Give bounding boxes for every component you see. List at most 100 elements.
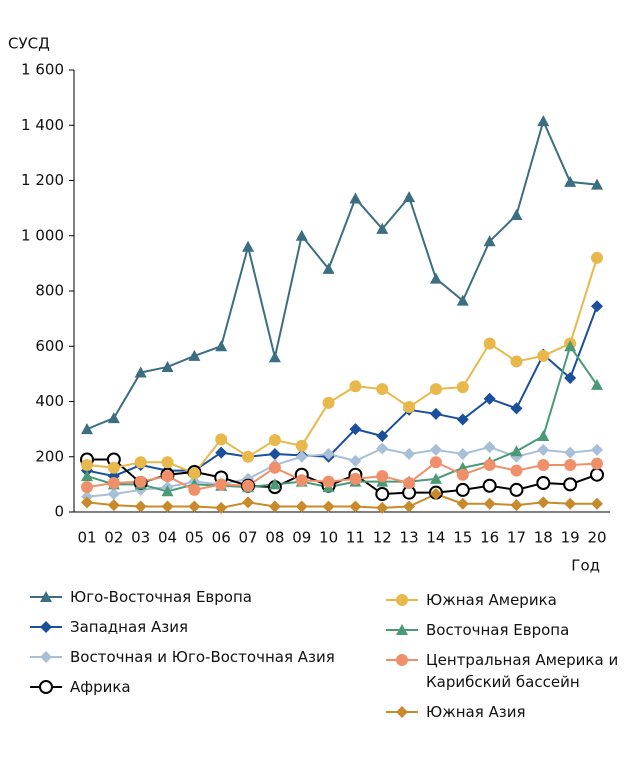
x-tick-label: 15 xyxy=(453,529,472,547)
x-tick-label: 04 xyxy=(158,529,177,547)
marker xyxy=(376,430,389,443)
legend-entry: Южная Америка xyxy=(384,589,624,611)
marker xyxy=(510,402,523,415)
marker xyxy=(242,240,255,252)
marker xyxy=(483,497,496,510)
x-tick-label: 20 xyxy=(587,529,606,547)
marker xyxy=(134,456,147,469)
marker xyxy=(81,423,93,435)
legend-swatch xyxy=(30,680,62,694)
marker xyxy=(591,378,603,390)
x-tick-label: 17 xyxy=(507,529,526,547)
legend-entry: Центральная Америка и Карибский бассейн xyxy=(384,649,624,693)
marker xyxy=(322,447,335,460)
marker xyxy=(40,591,52,602)
x-axis-label: Год xyxy=(571,557,600,575)
marker xyxy=(161,360,174,372)
marker xyxy=(40,621,52,633)
x-tick-label: 08 xyxy=(265,529,284,547)
marker xyxy=(215,446,228,459)
marker xyxy=(396,654,408,666)
marker xyxy=(396,706,408,718)
marker xyxy=(537,443,550,456)
marker xyxy=(564,459,577,472)
legend-label: Западная Азия xyxy=(70,618,188,636)
marker xyxy=(429,488,442,501)
y-tick-label: 600 xyxy=(35,337,64,355)
legend-entry: Восточная Европа xyxy=(384,619,624,641)
marker xyxy=(40,651,52,663)
marker xyxy=(322,396,335,409)
marker xyxy=(483,459,496,472)
marker xyxy=(537,459,550,472)
marker xyxy=(456,294,469,306)
marker xyxy=(215,501,228,514)
marker xyxy=(295,229,308,241)
marker xyxy=(134,366,147,378)
x-tick-label: 11 xyxy=(346,529,365,547)
marker xyxy=(349,472,362,485)
marker xyxy=(268,447,281,460)
marker xyxy=(537,496,550,509)
marker xyxy=(564,497,577,510)
marker xyxy=(591,300,603,313)
marker xyxy=(268,500,281,513)
y-tick-label: 0 xyxy=(54,503,64,521)
legend-label: Южная Азия xyxy=(426,703,526,721)
y-axis-label: СУСД xyxy=(8,35,50,53)
marker xyxy=(429,383,442,396)
marker xyxy=(537,349,550,362)
marker xyxy=(510,355,523,368)
marker xyxy=(537,430,550,442)
marker xyxy=(81,481,93,494)
marker xyxy=(349,380,362,393)
marker xyxy=(536,475,551,490)
marker xyxy=(376,501,389,514)
marker xyxy=(161,500,174,513)
legend-swatch xyxy=(30,651,62,663)
marker xyxy=(295,439,308,452)
marker xyxy=(591,178,603,190)
marker xyxy=(456,447,469,460)
marker xyxy=(161,456,174,469)
legend-label: Южная Америка xyxy=(426,591,557,609)
marker xyxy=(295,450,308,463)
marker xyxy=(429,472,442,484)
marker xyxy=(483,337,496,350)
marker xyxy=(349,192,362,204)
y-tick-label: 200 xyxy=(35,447,64,465)
marker xyxy=(429,456,442,469)
x-tick-label: 19 xyxy=(561,529,580,547)
x-tick-label: 09 xyxy=(292,529,311,547)
x-tick-label: 05 xyxy=(185,529,204,547)
marker xyxy=(81,459,93,472)
marker xyxy=(268,461,281,474)
marker xyxy=(376,383,389,396)
marker xyxy=(242,450,255,463)
marker xyxy=(81,470,93,482)
marker xyxy=(188,467,201,480)
marker xyxy=(188,483,201,496)
y-tick-label: 400 xyxy=(35,392,64,410)
marker xyxy=(591,251,603,264)
marker xyxy=(510,445,523,457)
y-tick-label: 800 xyxy=(35,282,64,300)
legend-swatch xyxy=(386,624,418,635)
legend-entry: Юго-Восточная Европа xyxy=(28,586,335,608)
marker xyxy=(563,477,578,492)
legend-swatch xyxy=(386,594,418,606)
x-tick-label: 02 xyxy=(104,529,123,547)
marker xyxy=(564,446,577,459)
marker xyxy=(349,500,362,513)
x-tick-label: 03 xyxy=(131,529,150,547)
x-tick-label: 06 xyxy=(212,529,231,547)
marker xyxy=(376,442,389,455)
x-tick-label: 01 xyxy=(77,529,96,547)
marker xyxy=(483,392,496,405)
marker xyxy=(482,478,497,493)
y-tick-label: 1 200 xyxy=(21,171,64,189)
legend-label: Восточная Европа xyxy=(426,621,570,639)
legend-label: Центральная Америка и Карибский бассейн xyxy=(426,651,619,691)
marker xyxy=(564,175,577,187)
